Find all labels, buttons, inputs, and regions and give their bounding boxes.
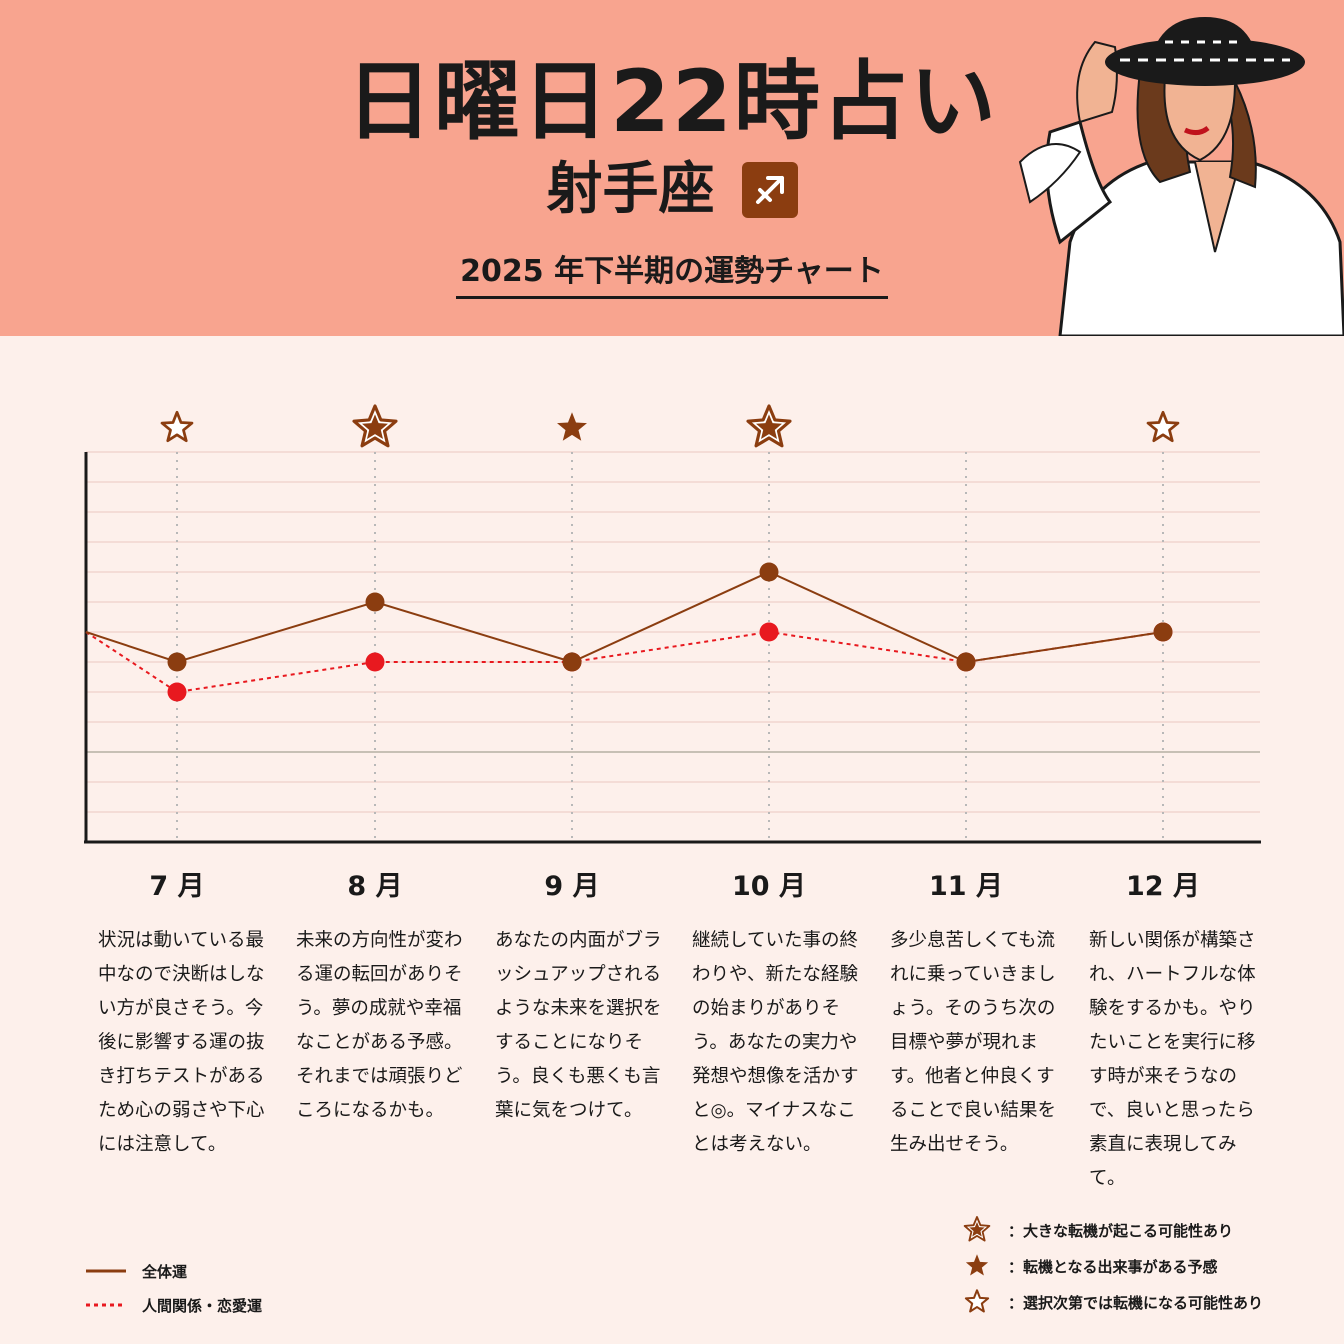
overall-point — [1153, 622, 1173, 642]
month-description: 多少息苦しくても流れに乗っていきましょう。そのうち次の目標や夢が現れます。他者と… — [890, 930, 1056, 1155]
filled-star-icon — [965, 1254, 989, 1276]
legend-outline-star: ：選択次第では転機になる可能性あり — [962, 1284, 1263, 1320]
legend-overall: 全体運 — [86, 1254, 262, 1288]
outline-star-icon — [964, 1289, 990, 1313]
overall-point — [759, 562, 779, 582]
month-star — [352, 404, 398, 448]
month-star — [557, 412, 587, 441]
dotted-line-swatch — [86, 1303, 126, 1307]
fortune-teller-illustration — [1018, 17, 1344, 336]
outline-star-icon — [964, 1289, 990, 1313]
month-description: あなたの内面がブラッシュアップされるような未来を選択をすることになりそう。良くも… — [495, 930, 662, 1121]
filled-star-icon — [965, 1254, 989, 1276]
relation-point — [759, 622, 779, 642]
series — [85, 562, 1173, 702]
series-line — [85, 570, 1164, 664]
filled-star-icon — [557, 412, 587, 441]
header-banner: 日曜日22時占い 射手座 2025 年下半期の運勢チャート — [0, 0, 1344, 336]
overall-point — [956, 652, 976, 672]
month-star — [1146, 410, 1180, 443]
fortune-chart — [84, 404, 1261, 844]
sign-row: 射手座 — [0, 158, 1344, 222]
big-star-icon — [746, 404, 792, 448]
relation-point — [365, 652, 385, 672]
legend-filled-star: ：転機となる出来事がある予感 — [962, 1248, 1263, 1284]
sign-name: 射手座 — [546, 157, 715, 222]
month-label: 10 月 — [732, 871, 806, 902]
overall-point — [365, 592, 385, 612]
solid-line-swatch — [86, 1269, 126, 1273]
outline-star-icon — [1146, 410, 1180, 443]
month-label: 9 月 — [544, 871, 600, 902]
turning-point-stars — [160, 404, 1180, 448]
legend-relation: 人間関係・恋愛運 — [86, 1288, 262, 1322]
month-description: 状況は動いている最中なので決断はしない方が良さそう。今後に影響する運の抜き打ちテ… — [98, 930, 265, 1155]
big-star-icon — [963, 1216, 991, 1242]
month-star — [160, 410, 194, 443]
overall-point — [167, 652, 187, 672]
overall-point — [562, 652, 582, 672]
month-guide-lines — [176, 452, 1164, 842]
month-description: 継続していた事の終わりや、新たな経験の始まりがありそう。あなたの実力や発想や想像… — [692, 930, 859, 1155]
month-description: 未来の方向性が変わる運の転回がありそう。夢の成就や幸福なことがある予感。それまで… — [296, 930, 463, 1121]
month-label: 8 月 — [347, 871, 403, 902]
legend-big-star: ：大きな転機が起こる可能性あり — [962, 1212, 1263, 1248]
outline-star-icon — [160, 410, 194, 443]
month-label: 7 月 — [149, 871, 205, 902]
month-description: 新しい関係が構築され、ハートフルな体験をするかも。やりたいことを実行に移す時が来… — [1089, 930, 1256, 1189]
sagittarius-icon — [741, 162, 798, 218]
month-star — [746, 404, 792, 448]
relation-point — [167, 682, 187, 702]
month-label: 12 月 — [1126, 871, 1200, 902]
chart-subtitle: 2025 年下半期の運勢チャート — [0, 246, 1344, 299]
page-title: 日曜日22時占い — [346, 52, 998, 152]
month-label: 11 月 — [929, 871, 1003, 902]
big-star-icon — [352, 404, 398, 448]
line-legend: 全体運 人間関係・恋愛運 — [86, 1254, 262, 1322]
star-legend: ：大きな転機が起こる可能性あり ：転機となる出来事がある予感 ：選択次第では転機… — [962, 1212, 1263, 1320]
big-star-icon — [963, 1216, 991, 1242]
